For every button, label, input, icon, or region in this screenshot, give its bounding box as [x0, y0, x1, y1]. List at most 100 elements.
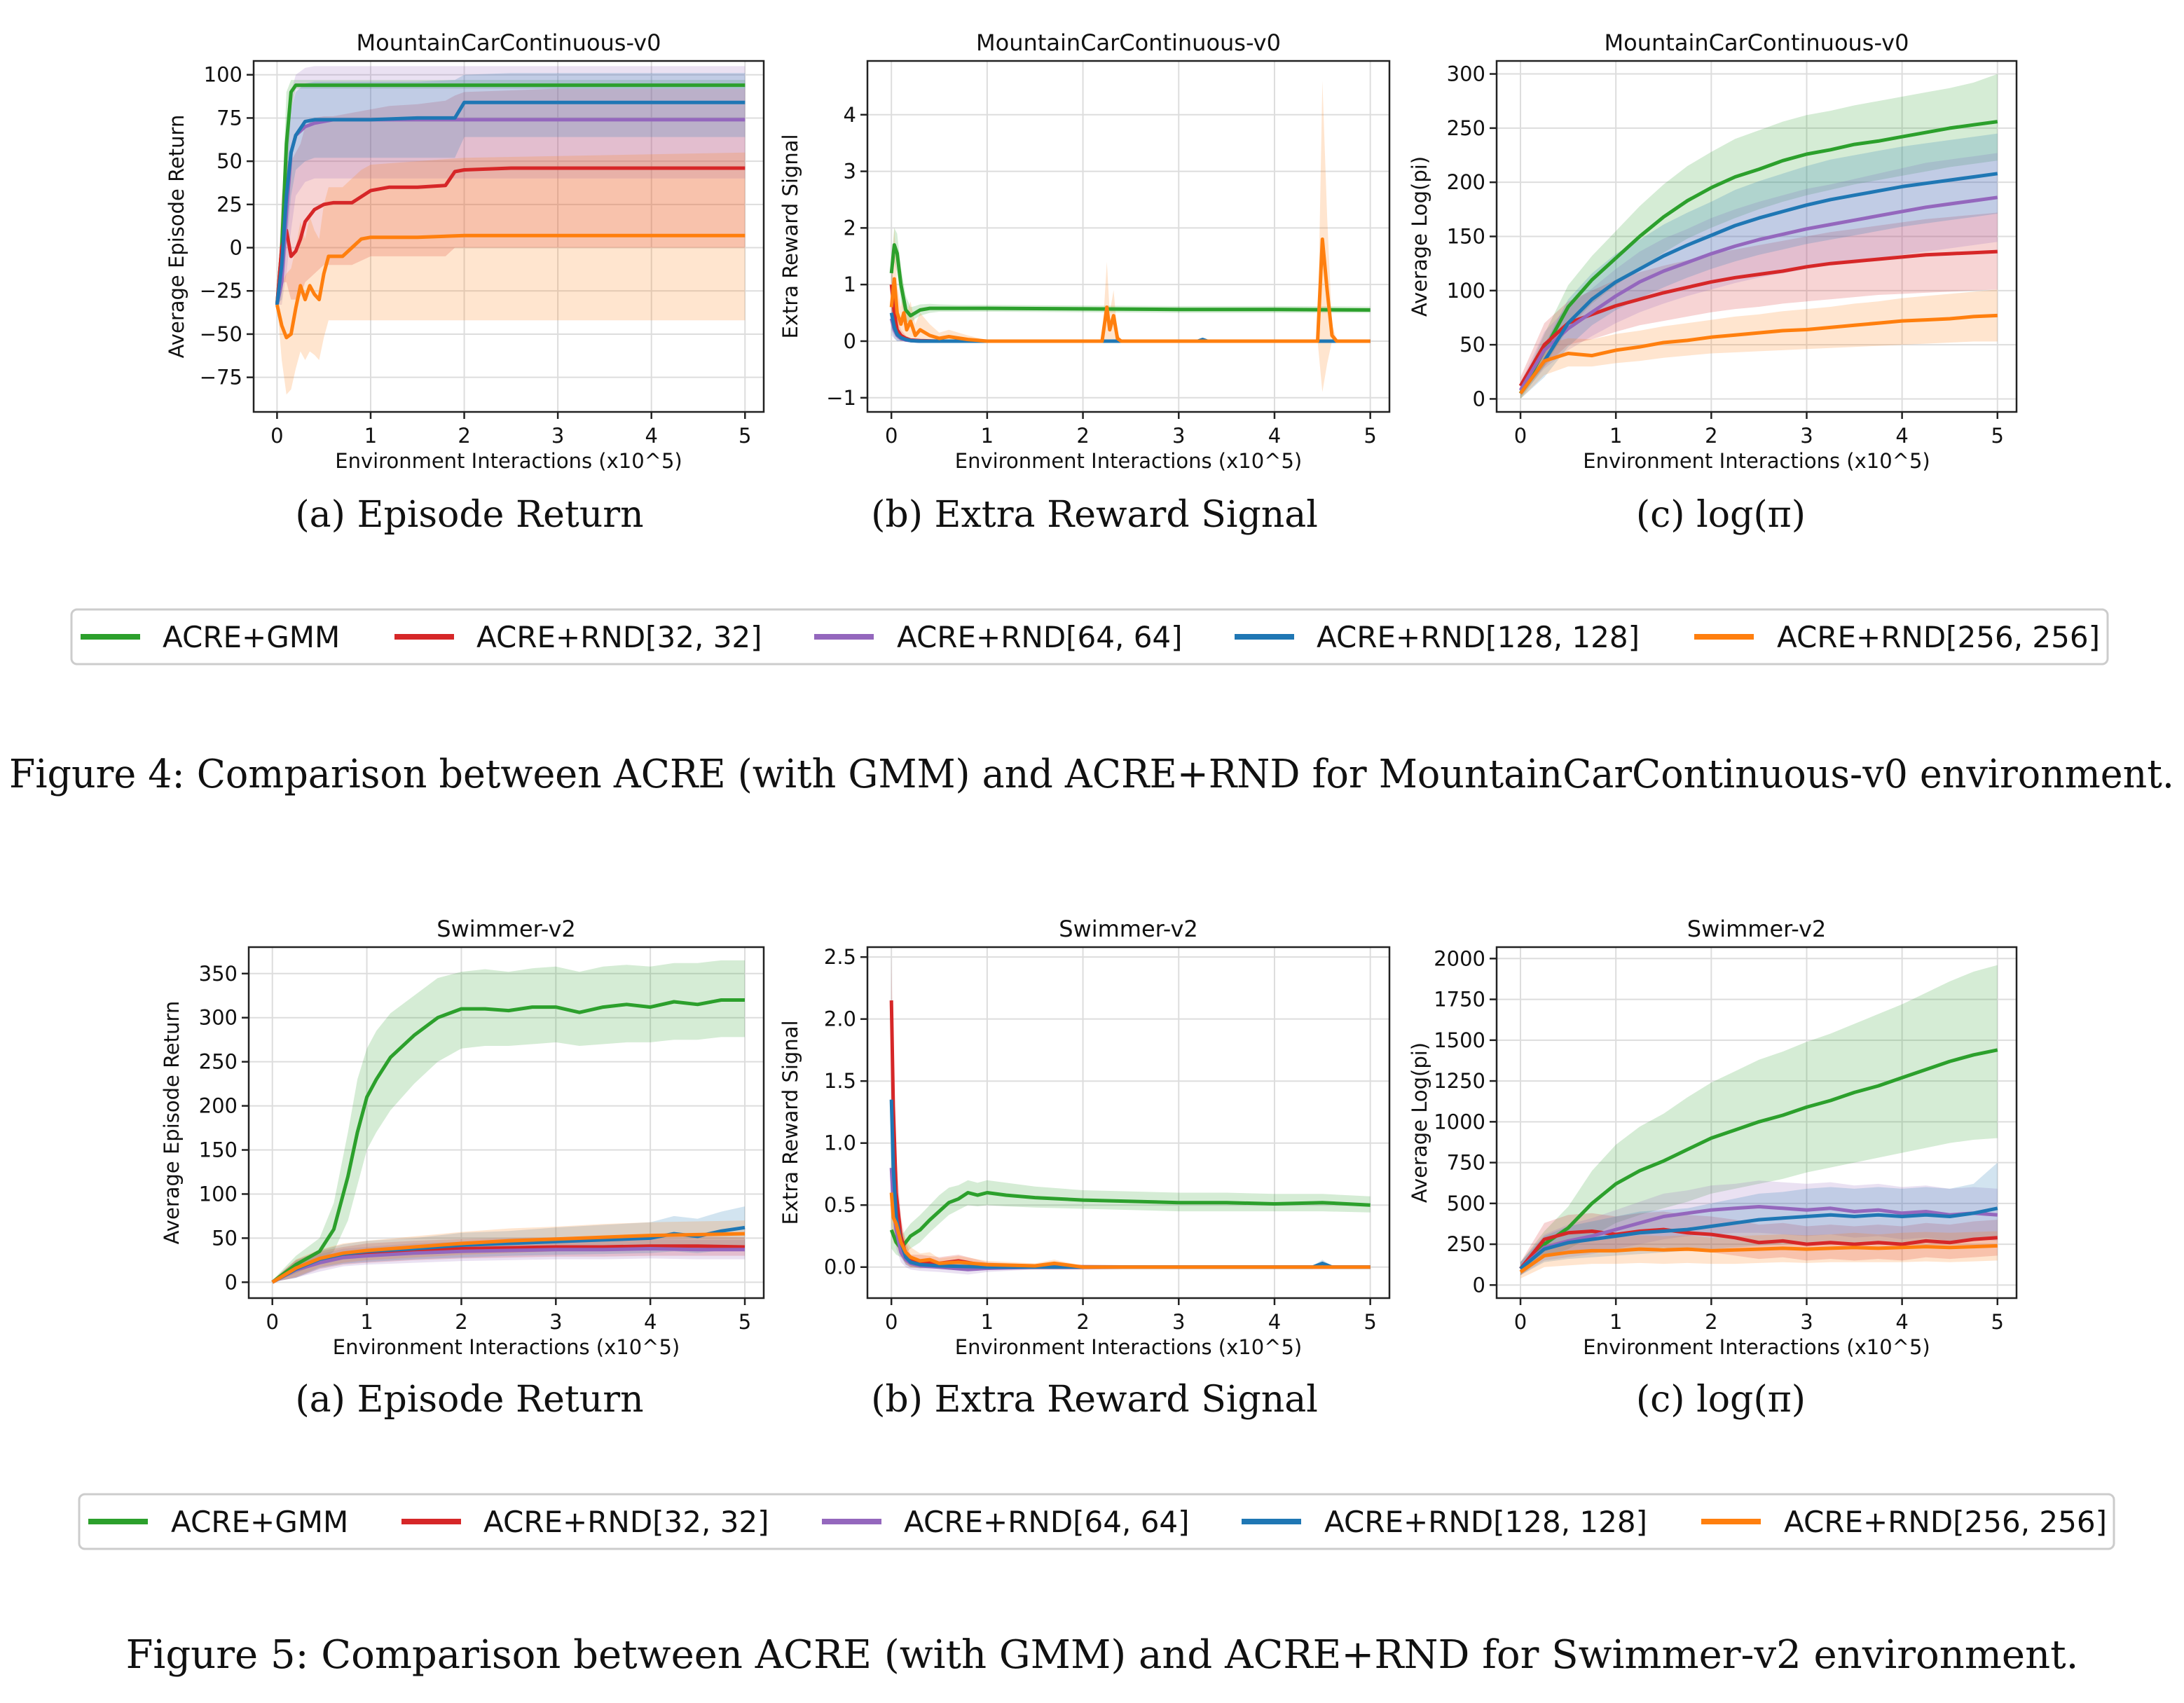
subcaption-fig5-c: (c) log(π)	[1636, 1379, 1806, 1421]
series-line-gmm	[1519, 1048, 1998, 1270]
x-tick-label: 0	[266, 1310, 278, 1334]
series-line-rnd128	[1519, 1206, 1998, 1271]
y-tick-label: 1.5	[824, 1069, 856, 1093]
x-tick-label: 0	[885, 1310, 898, 1334]
series-line-rnd64	[1519, 1205, 1998, 1270]
x-tick-label: 5	[739, 1310, 751, 1334]
y-tick-label: 50	[1460, 333, 1485, 357]
x-axis-label: Environment Interactions (x10^5)	[955, 449, 1303, 473]
plot-frame	[866, 60, 1391, 413]
x-tick-label: 0	[1514, 1310, 1527, 1334]
y-tick-label: 0	[1473, 1273, 1485, 1297]
chart-title: MountainCarContinuous-v0	[357, 29, 661, 56]
series-line-gmm	[889, 243, 1371, 318]
y-tick-label: 250	[1447, 1232, 1485, 1256]
plot-frame	[247, 946, 765, 1299]
y-tick-label: −50	[200, 322, 242, 346]
x-tick-label: 0	[270, 424, 283, 448]
chart-title: Swimmer-v2	[1687, 916, 1827, 942]
y-tick-label: 2000	[1434, 946, 1485, 970]
caption-figure-5: Figure 5: Comparison between ACRE (with …	[126, 1632, 2079, 1678]
x-tick-label: 1	[1609, 424, 1622, 448]
plot-area	[889, 957, 1371, 1275]
chart-4: 0 1 2 3 4 5050100150200250300350Swimmer-v2Env…	[160, 916, 765, 1359]
confidence-band-rnd128	[1520, 133, 1998, 399]
y-tick-label: 250	[199, 1050, 238, 1074]
y-tick-label: 1500	[1434, 1028, 1485, 1052]
subcaption-fig5-a: (a) Episode Return	[295, 1379, 643, 1421]
chart-title: Swimmer-v2	[1059, 916, 1198, 942]
y-axis-label: Average Episode Return	[165, 115, 188, 359]
x-tick-label: 2	[1705, 1310, 1717, 1334]
confidence-band-gmm	[272, 960, 745, 1283]
x-tick-label: 1	[981, 1310, 994, 1334]
series-line-rnd128	[275, 100, 746, 305]
y-tick-label: 250	[1447, 116, 1485, 140]
legend-label-rnd128: ACRE+RND[128, 128]	[1317, 620, 1640, 654]
y-tick-label: 150	[1447, 225, 1485, 249]
subcaption-fig4-a: (a) Episode Return	[295, 494, 643, 536]
confidence-band-rnd128	[277, 73, 746, 305]
x-tick-label: 0	[1514, 424, 1527, 448]
plot-area	[1519, 965, 1998, 1278]
y-tick-label: 75	[217, 106, 242, 130]
y-tick-label: 25	[217, 193, 242, 216]
confidence-band-gmm	[891, 1180, 1371, 1257]
series-line-rnd256	[275, 233, 746, 340]
confidence-band-rnd256	[891, 81, 1371, 392]
series-line-gmm	[275, 83, 746, 305]
series-line-rnd256	[1519, 1243, 1998, 1274]
y-tick-label: 100	[199, 1182, 238, 1206]
y-tick-label: 0	[230, 236, 242, 260]
y-tick-label: 2	[844, 216, 856, 240]
x-tick-label: 3	[1800, 424, 1813, 448]
y-tick-label: 0.5	[824, 1193, 856, 1217]
x-tick-label: 3	[549, 1310, 562, 1334]
caption-figure-4: Figure 4: Comparison between ACRE (with …	[9, 752, 2174, 797]
x-tick-label: 3	[551, 424, 564, 448]
y-tick-label: 4	[844, 103, 856, 127]
y-tick-label: −1	[826, 386, 856, 410]
legend-label-rnd32: ACRE+RND[32, 32]	[483, 1505, 769, 1539]
y-tick-label: 50	[212, 1226, 238, 1250]
y-tick-label: 0	[225, 1270, 238, 1294]
y-axis-label: Average Episode Return	[160, 1001, 184, 1245]
confidence-band-gmm	[1520, 74, 1998, 399]
plot-frame	[252, 60, 765, 413]
x-tick-label: 3	[1800, 1310, 1813, 1334]
plot-area	[275, 66, 746, 395]
y-tick-label: 150	[199, 1138, 238, 1162]
plot-area	[1518, 74, 1998, 399]
series-line-rnd128	[1518, 172, 1998, 395]
series-line-rnd32	[1518, 249, 1998, 387]
y-tick-label: 0	[1473, 387, 1485, 411]
y-tick-label: 2.5	[824, 945, 856, 969]
y-tick-label: −75	[200, 366, 242, 389]
x-tick-label: 2	[455, 1310, 467, 1334]
plot-area	[889, 81, 1371, 392]
subcaption-fig4-b: (b) Extra Reward Signal	[871, 494, 1318, 536]
y-axis-label: Average Log(pi)	[1408, 156, 1431, 317]
confidence-band-rnd256	[1520, 289, 1998, 399]
y-axis-label: Average Log(pi)	[1408, 1042, 1431, 1203]
x-tick-label: 1	[360, 1310, 373, 1334]
y-axis-label: Extra Reward Signal	[778, 134, 802, 338]
series-line-rnd64	[271, 1247, 745, 1284]
x-tick-label: 2	[1705, 424, 1717, 448]
x-axis-label: Environment Interactions (x10^5)	[1583, 449, 1930, 473]
x-tick-label: 5	[1991, 1310, 2004, 1334]
y-tick-label: 50	[217, 149, 242, 173]
subcaption-fig4-c: (c) log(π)	[1636, 494, 1806, 536]
x-tick-label: 5	[1364, 1310, 1376, 1334]
y-tick-label: 200	[1447, 170, 1485, 194]
x-tick-label: 2	[458, 424, 470, 448]
series-line-gmm	[271, 998, 745, 1284]
series-line-rnd64	[1518, 195, 1998, 392]
x-tick-label: 5	[739, 424, 751, 448]
legend-label-rnd32: ACRE+RND[32, 32]	[476, 620, 762, 654]
y-tick-label: 100	[204, 63, 242, 87]
y-tick-label: 100	[1447, 279, 1485, 303]
legend-label-rnd64: ACRE+RND[64, 64]	[897, 620, 1183, 654]
x-tick-label: 4	[645, 424, 657, 448]
y-tick-label: 3	[844, 160, 856, 184]
